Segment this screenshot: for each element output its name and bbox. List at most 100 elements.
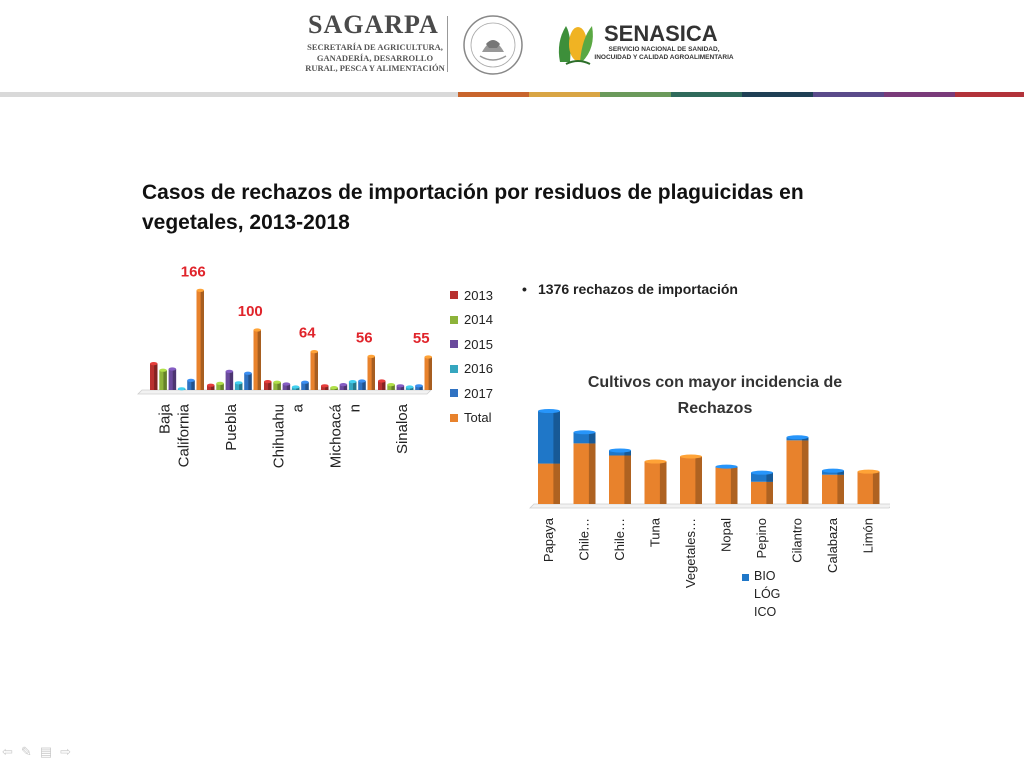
crop-bar-shade [624, 455, 631, 504]
bar-shade [391, 384, 395, 390]
bar-top [321, 384, 329, 388]
bar-top [159, 368, 167, 372]
total-data-label: 166 [181, 263, 206, 280]
bar-shade [353, 381, 357, 390]
crop-bar-top [751, 470, 773, 475]
color-bar-segment [813, 92, 884, 97]
bar-top [396, 384, 405, 388]
bar-shade [268, 381, 272, 390]
total-data-label: 56 [356, 329, 373, 346]
pen-icon[interactable]: ✎ [20, 744, 32, 759]
category-label-line: Baja [157, 403, 174, 434]
bar-top [282, 382, 291, 386]
crop-category-label: Calabaza [825, 517, 840, 573]
crop-bar-biologico-8 [822, 470, 844, 475]
bar-shade [257, 330, 261, 390]
total-data-label: 55 [413, 330, 430, 347]
bar-top [301, 380, 309, 384]
crop-bar-biologico-2 [609, 450, 631, 456]
bar-shade [286, 384, 291, 390]
crop-bar-biologico-6 [751, 472, 773, 482]
color-bar-segment [884, 92, 955, 97]
state-rejections-chart: 166 Baja California 100 Puebla 64 Chihuahu a 56 M… [137, 263, 432, 468]
crop-category-label: Chile… [612, 518, 627, 561]
category-label: Baja California [157, 403, 193, 467]
bar-top [196, 288, 204, 292]
crop-bar-shade [553, 463, 560, 504]
crop-bar-shade [730, 467, 738, 504]
bar-top [177, 387, 186, 391]
crop-bar-shade [837, 470, 844, 475]
legend-item: 2015 [450, 332, 493, 357]
legend-label: 2016 [464, 361, 493, 377]
crop-bar-shade [624, 450, 631, 456]
crop-bar-top [715, 464, 738, 469]
legend-swatch [450, 340, 458, 349]
crop-bar-top [786, 435, 809, 440]
sagarpa-logo: SAGARPA SECRETARÍA DE AGRICULTURA, GANAD… [300, 8, 450, 78]
legend-swatch [450, 364, 458, 373]
senasica-logo: SENASICA SERVICIO NACIONAL DE SANIDAD, I… [552, 16, 734, 76]
crop-bar-top [857, 469, 880, 474]
chart1-floor [137, 389, 432, 395]
category-label-line: a [290, 403, 307, 412]
bar-top [225, 369, 234, 373]
mexico-seal-icon [463, 15, 523, 75]
legend-swatch [450, 389, 458, 398]
bar-2016-1 [234, 382, 243, 390]
back-arrow-icon[interactable]: ⇦ [2, 744, 13, 759]
bar-shade [371, 356, 375, 390]
bar-top [234, 381, 243, 385]
bar-2013-4 [378, 381, 386, 390]
bar-shade [229, 371, 234, 390]
crop-category-label: Cilantro [790, 518, 805, 563]
crop-bar-shade [766, 472, 773, 482]
bar-2015-4 [396, 385, 405, 390]
bar-2014-2 [273, 382, 281, 390]
crop-category-label: Limón [861, 518, 876, 553]
bar-shade [428, 357, 432, 390]
bullet-text: 1376 rechazos de importación [538, 281, 738, 297]
color-bar-segment [529, 92, 600, 97]
crop-category-label: Nopal [719, 518, 734, 552]
crop-bar-shade [801, 437, 809, 441]
crop-bar-shade [695, 456, 702, 504]
legend-swatch [450, 413, 458, 422]
bar-top [405, 385, 414, 389]
bar-top [150, 362, 158, 366]
category-label-line: Puebla [223, 403, 240, 450]
legend-item: 2016 [450, 357, 493, 382]
legend-item: 2013 [450, 283, 493, 308]
category-label-line: Michoacá [328, 403, 345, 468]
bar-top [367, 354, 375, 358]
crop-bar-top [609, 448, 631, 453]
crop-category-label: Pepino [754, 518, 769, 558]
crop-bar-shade [588, 443, 596, 504]
bar-2014-0 [159, 370, 167, 390]
bar-shade [248, 373, 252, 390]
crop-category-label: Chile… [577, 518, 592, 561]
bar-2013-0 [150, 363, 158, 390]
crop-category-label: Vegetales… [683, 518, 698, 588]
crops-chart-title: Cultivos con mayor incidencia de Rechazo… [587, 374, 843, 417]
color-bar-segment [458, 92, 529, 97]
bar-2013-2 [264, 381, 272, 390]
bar-2017-3 [358, 381, 366, 390]
corn-icon [558, 26, 593, 65]
total-data-label: 64 [299, 325, 316, 342]
sagarpa-title: SAGARPA [308, 10, 439, 39]
legend-label: 2013 [464, 287, 493, 303]
bar-2017-0 [187, 380, 195, 390]
bar-top [378, 379, 386, 383]
forward-arrow-icon[interactable]: ⇨ [60, 744, 72, 759]
logo-divider [447, 16, 448, 72]
bar-2014-4 [387, 384, 395, 390]
category-label-line: n [347, 404, 364, 412]
menu-icon[interactable]: ▤ [39, 744, 53, 759]
bar-2014-1 [216, 383, 224, 390]
header-color-bar [458, 92, 1024, 97]
slide-title: Casos de rechazos de importación por res… [142, 181, 804, 234]
chart2-floor [529, 503, 890, 509]
crop-bar-shade [837, 474, 844, 504]
bar-shade [410, 387, 414, 390]
